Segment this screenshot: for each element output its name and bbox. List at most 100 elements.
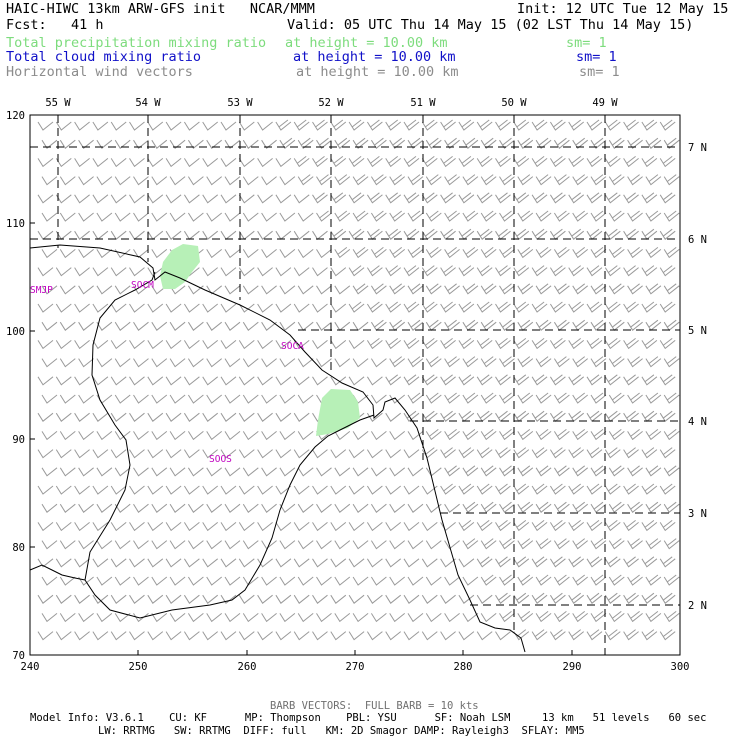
wind-barb bbox=[37, 376, 54, 386]
wind-barb bbox=[202, 631, 219, 641]
wind-barb bbox=[183, 121, 200, 131]
wind-barb bbox=[96, 176, 113, 186]
header-init-time: Init: 12 UTC Tue 12 May 15 bbox=[517, 1, 729, 17]
wind-barb bbox=[165, 340, 182, 350]
wind-barb bbox=[476, 594, 493, 604]
wind-barb bbox=[572, 137, 589, 149]
wind-barb bbox=[224, 540, 241, 550]
wind-barb bbox=[169, 540, 186, 550]
wind-barb bbox=[330, 119, 347, 131]
wind-barb bbox=[462, 137, 479, 149]
wind-barb bbox=[623, 338, 639, 350]
wind-barb bbox=[659, 228, 676, 240]
wind-barb bbox=[366, 594, 383, 604]
wind-barb bbox=[133, 358, 149, 368]
wind-barb bbox=[425, 210, 442, 222]
wind-barb bbox=[183, 631, 200, 641]
wind-barb bbox=[114, 176, 131, 186]
wind-barb bbox=[187, 576, 204, 586]
wind-barb bbox=[293, 230, 310, 240]
wind-barb bbox=[220, 376, 237, 386]
wind-barb bbox=[572, 465, 589, 477]
wind-barb bbox=[224, 249, 241, 259]
y-tick-label: 120 bbox=[6, 110, 25, 122]
wind-barb bbox=[96, 285, 113, 295]
wind-barb bbox=[59, 321, 76, 331]
wind-barb bbox=[366, 449, 383, 459]
wind-barb bbox=[421, 631, 438, 641]
wind-barb bbox=[261, 212, 277, 222]
wind-barb bbox=[659, 374, 676, 386]
wind-barb bbox=[334, 358, 351, 368]
wind-barb bbox=[535, 465, 552, 477]
wind-barb bbox=[425, 540, 442, 550]
wind-barb bbox=[114, 576, 131, 586]
wind-barb bbox=[293, 340, 310, 350]
wind-barb bbox=[293, 303, 310, 313]
wind-barb bbox=[444, 283, 460, 295]
wind-barb bbox=[279, 321, 296, 331]
wind-barb bbox=[220, 449, 237, 459]
wind-barb bbox=[187, 358, 204, 368]
wind-barb bbox=[403, 192, 420, 204]
wind-barb bbox=[549, 556, 566, 568]
lat-label: 3 N bbox=[688, 508, 707, 520]
wind-barb bbox=[608, 392, 625, 404]
wind-barb bbox=[183, 522, 200, 532]
wind-barb bbox=[183, 303, 200, 313]
wind-barb bbox=[370, 613, 387, 623]
wind-barb bbox=[586, 301, 603, 313]
wind-barb bbox=[183, 194, 200, 204]
wind-barb bbox=[645, 210, 662, 222]
wind-barb bbox=[421, 374, 438, 386]
field-precip-height: at height = 10.00 km bbox=[285, 35, 448, 51]
wind-barb bbox=[129, 485, 145, 495]
wind-barb bbox=[659, 265, 676, 277]
wind-barb bbox=[242, 613, 259, 623]
wind-barb bbox=[261, 249, 277, 259]
wind-barb bbox=[293, 485, 310, 495]
wind-barb bbox=[403, 485, 420, 495]
wind-barb bbox=[389, 247, 406, 259]
wind-barb bbox=[608, 319, 625, 331]
wind-barb bbox=[421, 558, 438, 568]
y-tick-label: 80 bbox=[12, 542, 25, 554]
wind-barb bbox=[41, 503, 58, 513]
wind-barb bbox=[41, 394, 58, 404]
wind-barb bbox=[480, 247, 497, 259]
wind-barb bbox=[476, 119, 493, 131]
wind-barb bbox=[462, 283, 479, 295]
wind-barb bbox=[590, 210, 607, 222]
wind-barb bbox=[407, 247, 424, 259]
wind-barb bbox=[92, 121, 109, 131]
wind-barb bbox=[312, 558, 328, 568]
wind-barb bbox=[549, 410, 566, 422]
wind-barb bbox=[623, 265, 639, 277]
boundaries bbox=[29, 244, 526, 653]
wind-barb bbox=[553, 429, 570, 441]
wind-barb bbox=[586, 629, 603, 641]
wind-barb bbox=[572, 319, 589, 331]
wind-barb bbox=[389, 137, 406, 149]
wind-barb bbox=[187, 540, 204, 550]
wind-barb bbox=[312, 449, 328, 459]
wind-barb bbox=[187, 467, 204, 477]
wind-barb bbox=[147, 485, 164, 495]
wind-barb bbox=[553, 392, 570, 404]
wind-barb bbox=[403, 156, 420, 168]
wind-barb bbox=[165, 121, 182, 131]
wind-barb bbox=[641, 556, 658, 568]
wind-barb bbox=[312, 267, 328, 277]
wind-barb bbox=[202, 522, 219, 532]
wind-barb bbox=[476, 447, 493, 459]
wind-barb bbox=[608, 611, 625, 623]
wind-barb bbox=[334, 431, 351, 441]
wind-barb bbox=[165, 522, 182, 532]
wind-barb bbox=[604, 156, 621, 168]
wind-barb bbox=[568, 156, 585, 168]
wind-barb bbox=[641, 192, 658, 204]
wind-barb bbox=[151, 139, 168, 149]
wind-barb bbox=[202, 485, 219, 495]
wind-barb bbox=[202, 230, 219, 240]
wind-barb bbox=[129, 376, 145, 386]
